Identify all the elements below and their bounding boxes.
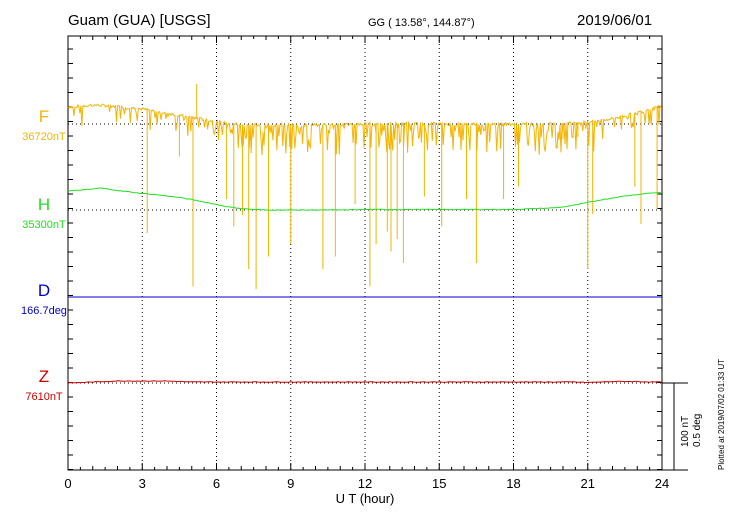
series-line-f	[67, 84, 663, 289]
series-line-z	[67, 380, 663, 384]
scale-nt-label: 100 nT	[680, 415, 691, 447]
series-label-d: D	[37, 281, 51, 300]
x-tick-label: 15	[432, 476, 446, 491]
x-tick-label: 9	[287, 476, 294, 491]
baseline-label-d: 166.7deg	[21, 305, 67, 317]
date-label: 2019/06/01	[577, 12, 653, 29]
plotted-timestamp: Plotted at 2019/07/02 01:33 UT	[717, 358, 726, 470]
baseline-label-h: 35300nT	[22, 219, 66, 231]
x-axis-label: U T (hour)	[336, 491, 395, 506]
x-tick-label: 6	[213, 476, 220, 491]
x-tick-label: 3	[139, 476, 146, 491]
station-title: Guam (GUA) [USGS]	[68, 12, 211, 29]
series-label-h: H	[37, 195, 51, 214]
station-coordinates: GG ( 13.58°, 144.87°)	[368, 17, 475, 29]
series-line-h	[67, 187, 663, 211]
scale-deg-label: 0.5 deg	[692, 413, 703, 447]
x-tick-label: 21	[581, 476, 595, 491]
baseline-label-f: 36720nT	[22, 131, 66, 143]
x-tick-label: 18	[506, 476, 520, 491]
x-tick-label: 0	[64, 476, 71, 491]
series-label-z: Z	[38, 367, 50, 386]
baseline-label-z: 7610nT	[25, 391, 63, 403]
series-label-f: F	[38, 107, 50, 126]
x-tick-label: 24	[655, 476, 669, 491]
x-tick-label: 12	[358, 476, 372, 491]
